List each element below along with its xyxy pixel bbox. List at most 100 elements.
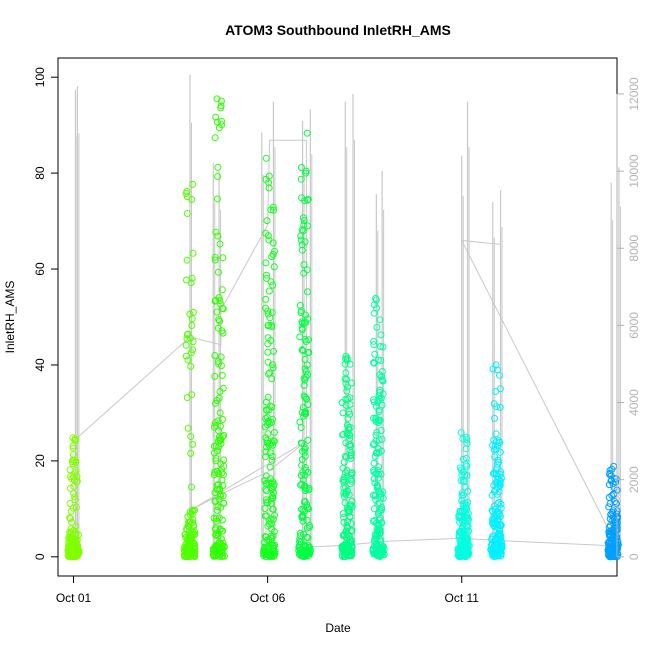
data-point [188, 391, 196, 399]
data-point [459, 435, 467, 443]
data-point [263, 217, 271, 225]
y-right-tick-label: 4000 [627, 389, 641, 416]
data-point [263, 512, 271, 520]
plot-area-frame [57, 57, 618, 577]
data-point [268, 321, 276, 329]
data-point [213, 308, 221, 316]
data-point [343, 530, 351, 538]
chart-title: ATOM3 Southbound InletRH_AMS [225, 22, 451, 38]
data-point [496, 403, 504, 411]
data-point [271, 247, 278, 255]
data-point [496, 481, 504, 489]
data-point [263, 499, 271, 507]
data-point [265, 370, 272, 378]
data-point [268, 453, 276, 460]
y-axis-left: 0 20 40 60 80 100 [33, 67, 59, 560]
data-point [462, 445, 470, 453]
data-point [300, 381, 308, 389]
data-point [211, 497, 219, 505]
data-point [262, 448, 270, 456]
data-point [263, 274, 270, 282]
data-point [342, 380, 350, 388]
data-point [186, 511, 194, 519]
data-point [67, 515, 74, 522]
data-point [454, 552, 462, 559]
data-point [346, 360, 354, 368]
data-point [268, 520, 275, 528]
data-point [374, 500, 382, 508]
data-point [376, 386, 384, 394]
data-point [456, 512, 464, 520]
data-point [497, 500, 505, 508]
data-point [214, 417, 222, 425]
data-point [219, 329, 227, 337]
scatter-series [64, 434, 83, 561]
data-point [269, 281, 277, 289]
data-point [489, 508, 497, 515]
data-point [375, 499, 383, 507]
y-tick-label: 60 [33, 262, 47, 276]
data-point [188, 315, 196, 323]
data-point [488, 491, 496, 499]
scatter-series [180, 180, 199, 561]
data-point [270, 544, 277, 552]
data-point [263, 398, 270, 406]
data-point [301, 238, 309, 246]
data-point [267, 278, 275, 286]
data-point [263, 487, 270, 495]
data-point [379, 494, 387, 502]
data-point [299, 476, 307, 484]
data-point [376, 544, 384, 551]
data-point [495, 510, 503, 518]
data-point [492, 430, 500, 438]
data-point [270, 482, 277, 490]
data-point [187, 362, 195, 370]
data-point [269, 203, 277, 211]
data-point [185, 523, 193, 531]
data-point [68, 475, 76, 483]
data-point [605, 543, 613, 551]
data-point [216, 409, 224, 417]
data-point [342, 395, 350, 403]
data-point [487, 546, 495, 553]
data-point [304, 371, 312, 379]
data-point [379, 377, 387, 385]
data-point [212, 297, 220, 304]
data-point [376, 490, 384, 498]
data-point [346, 452, 354, 460]
data-point [376, 529, 384, 536]
data-point [456, 507, 464, 515]
data-point [611, 550, 619, 558]
data-point [348, 497, 356, 505]
data-point [216, 485, 224, 493]
data-point [460, 478, 468, 486]
data-point [187, 349, 195, 357]
data-point [300, 261, 308, 269]
data-point [269, 364, 277, 372]
data-point [190, 530, 198, 538]
data-point [183, 335, 191, 343]
data-point [215, 427, 222, 435]
data-point [456, 464, 464, 472]
data-point [462, 500, 470, 508]
data-point [268, 375, 276, 383]
data-point [299, 517, 307, 525]
data-point [609, 480, 617, 488]
data-point [340, 478, 348, 486]
data-point [371, 453, 379, 460]
data-point [303, 129, 311, 137]
data-point [372, 296, 380, 304]
data-point [497, 544, 505, 552]
data-point [187, 449, 195, 457]
y-axis-label: InletRH_AMS [3, 281, 17, 354]
data-point [211, 372, 219, 380]
data-point [371, 350, 379, 358]
data-point [265, 321, 273, 329]
data-point [189, 440, 197, 448]
data-point [212, 526, 220, 534]
data-point [71, 493, 79, 501]
data-point [270, 428, 278, 436]
data-point [70, 456, 78, 464]
data-point [605, 503, 613, 511]
data-point [341, 499, 349, 507]
